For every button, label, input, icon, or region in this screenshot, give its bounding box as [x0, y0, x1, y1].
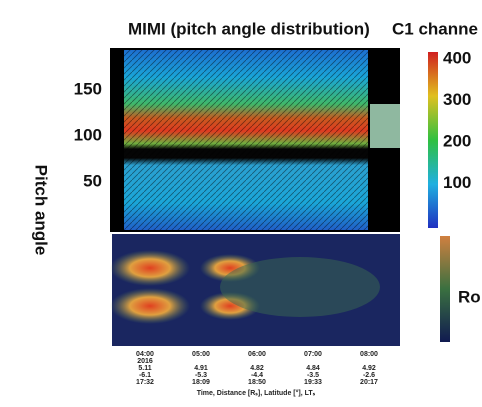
time-sub-label: 18:09 — [192, 379, 210, 386]
time-label: 08:00 — [360, 351, 378, 358]
colorbar — [428, 52, 438, 228]
side-label: Ro — [458, 287, 481, 306]
time-sub-label: 4.84 — [306, 365, 320, 372]
time-label: 07:00 — [304, 351, 322, 358]
time-sub-label: 5.11 — [138, 365, 151, 372]
time-sub-label: -4.4 — [251, 372, 263, 379]
time-sub-label: 18:50 — [248, 379, 266, 386]
time-sub-label: 4.92 — [362, 365, 376, 372]
time-sub-label: -5.3 — [195, 372, 207, 379]
colorbar-tick-label: 300 — [443, 90, 471, 109]
colorbar-tick-label: 200 — [443, 131, 471, 150]
title: MIMI (pitch angle distribution) — [128, 19, 370, 38]
colorbar-tick-label: 100 — [443, 173, 471, 192]
time-sub-label: 2016 — [137, 358, 153, 365]
time-sub-label: -2.6 — [363, 372, 375, 379]
channel-label: C1 channe — [392, 19, 478, 38]
time-sub-label: 19:33 — [304, 379, 322, 386]
time-label: 04:00 — [136, 351, 154, 358]
colorbar-tick-label: 400 — [443, 48, 471, 67]
y-axis-label: Pitch angle — [32, 165, 51, 256]
time-label: 06:00 — [248, 351, 266, 358]
time-sub-label: 20:17 — [360, 379, 378, 386]
time-sub-label: 17:32 — [136, 379, 154, 386]
top-panel — [110, 48, 400, 232]
time-sub-label: -6.1 — [139, 372, 151, 379]
time-label: 05:00 — [192, 351, 210, 358]
time-sub-label: 4.91 — [194, 365, 208, 372]
time-sub-label: 4.82 — [250, 365, 264, 372]
time-sub-label: -3.5 — [307, 372, 319, 379]
y-tick-label: 100 — [74, 125, 102, 144]
y-tick-label: 150 — [74, 79, 102, 98]
time-axis-label: Time, Distance [Rₛ], Latitude [°], LTₛ — [197, 389, 316, 397]
y-tick-label: 50 — [83, 171, 102, 190]
bottom-panel — [110, 234, 450, 346]
